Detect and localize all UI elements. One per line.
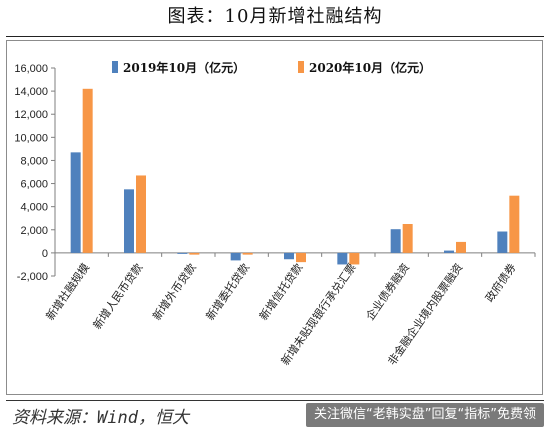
y-tick-label: 2,000 <box>20 225 48 237</box>
bar-2019-8 <box>497 231 508 253</box>
y-tick-label: 8,000 <box>20 155 48 167</box>
bar-2020-0 <box>82 88 93 253</box>
legend-label-2019: 2019年10月（亿元） <box>123 60 245 75</box>
y-tick-label: 0 <box>42 248 48 260</box>
x-category-label: 新增外币贷款 <box>149 261 198 323</box>
y-tick-label: 12,000 <box>14 109 48 121</box>
figure-title: 图表：10月新增社融结构 <box>167 6 383 27</box>
y-tick-label: 14,000 <box>14 86 48 98</box>
legend-swatch-2020 <box>298 61 304 73</box>
y-tick-label: 10,000 <box>14 132 48 144</box>
bar-2020-3 <box>242 252 253 255</box>
y-tick-label: 6,000 <box>20 179 48 191</box>
x-category-label: 企业债券融资 <box>363 261 412 323</box>
bar-2019-3 <box>230 252 241 261</box>
bar-2019-7 <box>444 250 454 253</box>
wechat-watermark: 关注微信“老韩实盘”回复“指标”免费领 <box>306 403 544 427</box>
x-category-label: 新增社融规模 <box>43 261 92 323</box>
y-tick-label: -2,000 <box>17 271 48 283</box>
x-category-label: 新增委托贷款 <box>203 261 252 323</box>
x-category-label: 政府债券 <box>482 261 519 305</box>
bar-2019-6 <box>390 229 401 253</box>
bar-2020-2 <box>189 252 200 255</box>
bar-2019-1 <box>124 189 134 253</box>
chart-frame <box>6 40 543 395</box>
y-tick-label: 16,000 <box>14 63 48 75</box>
bar-2020-4 <box>296 252 306 263</box>
bar-2020-1 <box>136 175 146 253</box>
source-note: 资料来源：Wind，恒大 <box>12 408 189 428</box>
bar-2020-7 <box>456 241 466 253</box>
y-tick-label: 4,000 <box>20 202 48 214</box>
bar-2020-8 <box>509 195 520 253</box>
bar-2020-6 <box>402 224 413 253</box>
legend-label-2020: 2020年10月（亿元） <box>309 60 431 75</box>
bar-2019-2 <box>177 252 188 254</box>
bar-2019-5 <box>337 252 348 265</box>
bar-2020-5 <box>349 252 360 265</box>
legend-swatch-2019 <box>112 61 118 73</box>
bar-2019-0 <box>70 152 81 253</box>
title-divider <box>6 36 544 37</box>
bar-2019-4 <box>284 252 294 260</box>
source-divider <box>6 400 544 401</box>
x-category-label: 新增人民币贷款 <box>90 261 146 332</box>
x-category-label: 新增信托贷款 <box>256 261 305 323</box>
